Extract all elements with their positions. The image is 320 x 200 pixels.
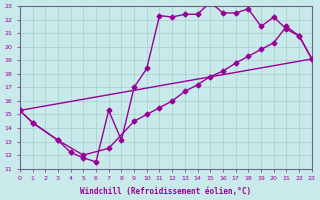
X-axis label: Windchill (Refroidissement éolien,°C): Windchill (Refroidissement éolien,°C) (80, 187, 252, 196)
